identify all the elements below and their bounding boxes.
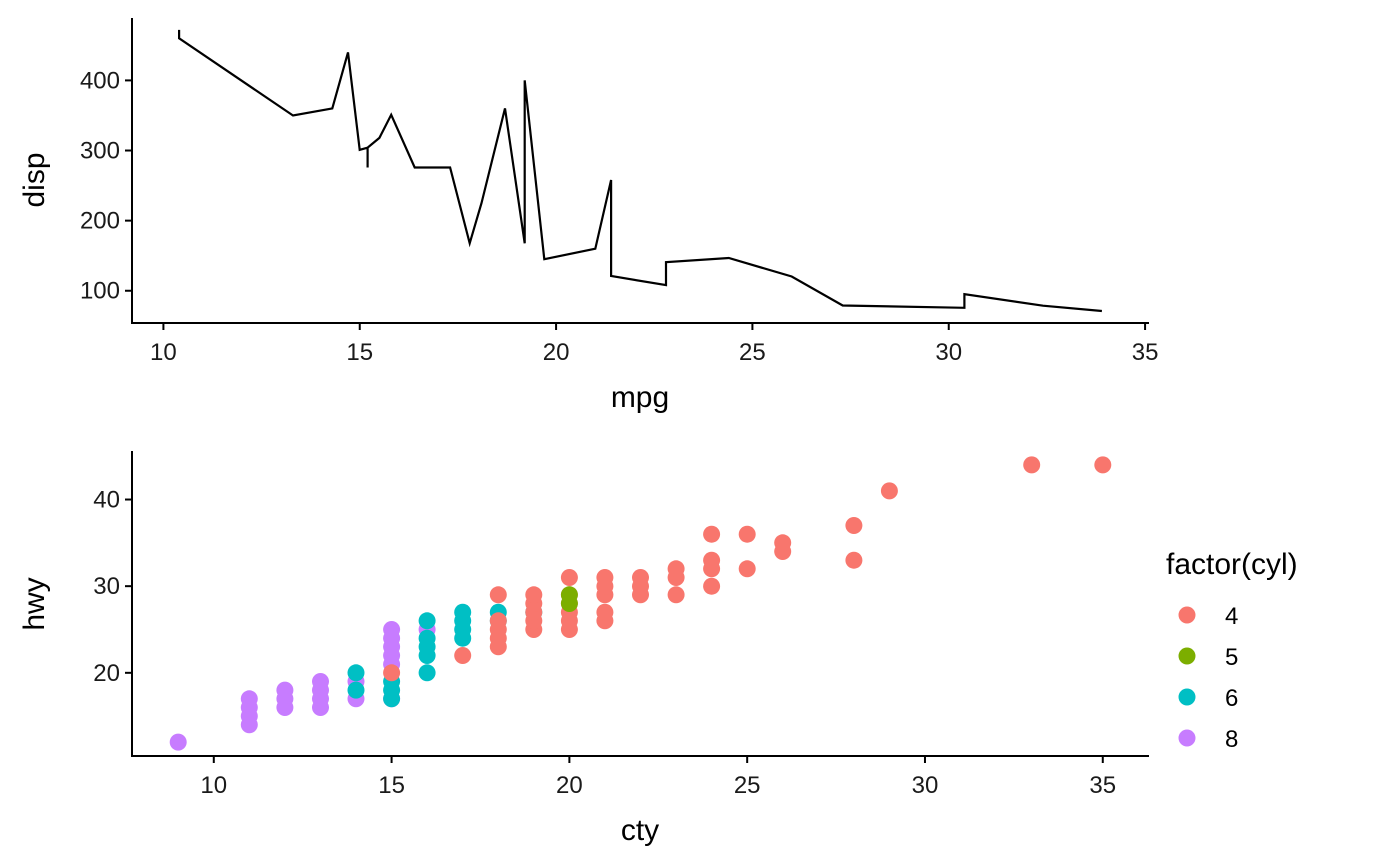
scatter-point-cyl-8 xyxy=(276,681,294,699)
bottom-x-tick-label: 10 xyxy=(200,772,227,799)
bottom-y-axis-title: hwy xyxy=(18,577,51,630)
scatter-point-cyl-6 xyxy=(418,612,436,630)
scatter-point-cyl-4 xyxy=(703,525,721,543)
bottom-x-tick-label: 20 xyxy=(556,772,583,799)
scatter-point-cyl-4 xyxy=(738,560,756,578)
scatter-point-cyl-8 xyxy=(312,673,329,690)
scatter-point-cyl-4 xyxy=(596,603,614,621)
scatter-point-cyl-4 xyxy=(383,664,401,682)
scatter-point-cyl-6 xyxy=(454,603,472,621)
scatter-point-cyl-4 xyxy=(489,612,507,630)
scatter-point-cyl-6 xyxy=(418,664,436,682)
scatter-point-cyl-4 xyxy=(774,534,792,552)
legend-label-5: 5 xyxy=(1225,644,1238,671)
scatter-point-cyl-4 xyxy=(845,551,863,569)
bottom-x-tick-label: 30 xyxy=(912,772,939,799)
bottom-y-tick-label: 30 xyxy=(93,573,120,600)
top-x-tick-label: 10 xyxy=(150,339,177,366)
scatter-point-cyl-4 xyxy=(738,525,756,543)
bottom-y-tick-label: 20 xyxy=(93,660,120,687)
top-y-tick-label: 300 xyxy=(80,138,120,165)
scatter-point-cyl-4 xyxy=(1094,456,1112,474)
legend-label-8: 8 xyxy=(1225,726,1238,753)
scatter-point-cyl-4 xyxy=(667,586,685,604)
scatter-point-cyl-4 xyxy=(632,569,649,586)
bottom-x-tick-label: 15 xyxy=(378,772,405,799)
legend: factor(cyl) 4 5 6 8 xyxy=(1166,548,1298,753)
scatter-point-cyl-4 xyxy=(454,647,472,664)
legend-swatch-6 xyxy=(1178,688,1196,706)
bottom-ticks: 10 15 20 25 30 35 20 30 40 xyxy=(93,487,1116,799)
line-chart-panel: 10 15 20 25 30 35 100 200 300 400 mpg disp xyxy=(18,18,1158,414)
bottom-x-tick-label: 35 xyxy=(1089,772,1116,799)
top-plot-area xyxy=(178,29,1102,313)
series-line xyxy=(178,29,1102,313)
legend-swatch-5 xyxy=(1178,647,1196,665)
scatter-point-cyl-4 xyxy=(667,560,685,578)
scatter-point-cyl-4 xyxy=(525,586,543,604)
legend-swatch-8 xyxy=(1178,729,1196,747)
scatter-point-cyl-6 xyxy=(418,629,436,647)
scatter-point-cyl-8 xyxy=(169,733,187,751)
scatter-point-cyl-4 xyxy=(596,569,614,586)
scatter-point-cyl-4 xyxy=(703,577,721,595)
scatter-point-cyl-6 xyxy=(347,681,365,699)
scatter-point-cyl-4 xyxy=(489,586,507,604)
scatter-point-cyl-6 xyxy=(347,664,365,682)
scatter-point-cyl-4 xyxy=(880,482,898,500)
top-x-tick-label: 15 xyxy=(346,339,373,366)
scatter-point-cyl-4 xyxy=(1023,456,1041,474)
legend-entries: 4 5 6 8 xyxy=(1178,603,1238,753)
legend-swatch-4 xyxy=(1178,606,1196,624)
bottom-plot-area xyxy=(169,456,1112,751)
top-y-tick-label: 400 xyxy=(80,67,120,94)
bottom-x-axis-title: cty xyxy=(621,814,659,847)
scatter-point-cyl-8 xyxy=(240,690,258,708)
scatter-point-cyl-4 xyxy=(845,517,863,534)
legend-label-4: 4 xyxy=(1225,603,1238,630)
top-y-tick-label: 100 xyxy=(80,278,120,305)
legend-label-6: 6 xyxy=(1225,685,1238,712)
top-x-axis-title: mpg xyxy=(611,381,669,414)
top-x-tick-label: 20 xyxy=(543,339,570,366)
scatter-point-cyl-4 xyxy=(703,551,721,569)
top-y-axis-title: disp xyxy=(18,152,51,207)
top-y-tick-label: 200 xyxy=(80,208,120,235)
bottom-y-tick-label: 40 xyxy=(93,487,120,514)
legend-title: factor(cyl) xyxy=(1166,548,1298,581)
bottom-x-tick-label: 25 xyxy=(734,772,761,799)
top-x-tick-label: 35 xyxy=(1132,339,1159,366)
scatter-point-cyl-4 xyxy=(560,569,578,586)
top-x-tick-label: 30 xyxy=(935,339,962,366)
scatter-point-cyl-5 xyxy=(560,586,578,604)
scatter-chart-panel: 10 15 20 25 30 35 20 30 40 cty hwy xyxy=(18,451,1149,847)
scatter-point-cyl-8 xyxy=(383,621,401,638)
top-x-tick-label: 25 xyxy=(739,339,766,366)
top-ticks: 10 15 20 25 30 35 100 200 300 400 xyxy=(80,67,1158,366)
